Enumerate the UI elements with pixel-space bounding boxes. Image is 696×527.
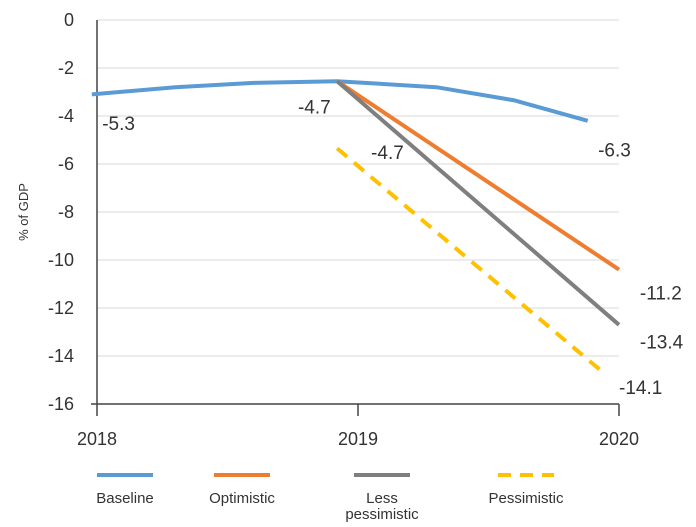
y-tick-label: -4: [58, 106, 74, 126]
data-label: -4.7: [371, 143, 404, 164]
grid-lines: [97, 19, 619, 357]
y-axis-label: % of GDP: [16, 183, 31, 241]
x-tick-label: 2018: [77, 429, 117, 449]
legend-item: Baseline: [96, 473, 154, 507]
y-tick-label: -10: [48, 250, 74, 270]
y-tick-label: -2: [58, 58, 74, 78]
legend-label: Less: [366, 490, 398, 507]
y-tick-label: -6: [58, 154, 74, 174]
data-label: -13.4: [640, 333, 684, 354]
data-label: -4.7: [298, 97, 331, 118]
data-labels: -5.3 -6.3 -4.7 -11.2 -4.7 -13.4 -14.1: [102, 97, 683, 399]
data-label: -5.3: [102, 114, 135, 135]
legend-item: Pessimistic: [488, 473, 564, 507]
legend-label: Pessimistic: [488, 490, 564, 507]
y-tick-label: 0: [64, 10, 74, 30]
series-line-baseline: [91, 79, 589, 123]
legend-label: Baseline: [96, 490, 154, 507]
legend-label: pessimistic: [345, 506, 419, 523]
y-tick-label: -12: [48, 298, 74, 318]
x-tick-labels: 2018 2019 2020: [77, 429, 639, 449]
data-label: -6.3: [598, 141, 631, 162]
series-line-less-pessimistic: [335, 79, 621, 327]
data-label: -11.2: [640, 283, 682, 304]
legend-item: Optimistic: [209, 473, 275, 507]
x-tick-label: 2020: [599, 429, 639, 449]
data-label: -14.1: [619, 378, 662, 399]
series-line-pessimistic: [335, 146, 602, 372]
series-line-optimistic: [335, 79, 621, 272]
series-lines: [91, 79, 621, 372]
y-tick-labels: 0 -2 -4 -6 -8 -10 -12 -14 -16: [48, 10, 74, 414]
y-tick-label: -16: [48, 394, 74, 414]
y-tick-label: -8: [58, 202, 74, 222]
y-tick-label: -14: [48, 346, 74, 366]
axes: [91, 20, 620, 416]
legend-label: Optimistic: [209, 490, 275, 507]
x-tick-label: 2019: [338, 429, 378, 449]
